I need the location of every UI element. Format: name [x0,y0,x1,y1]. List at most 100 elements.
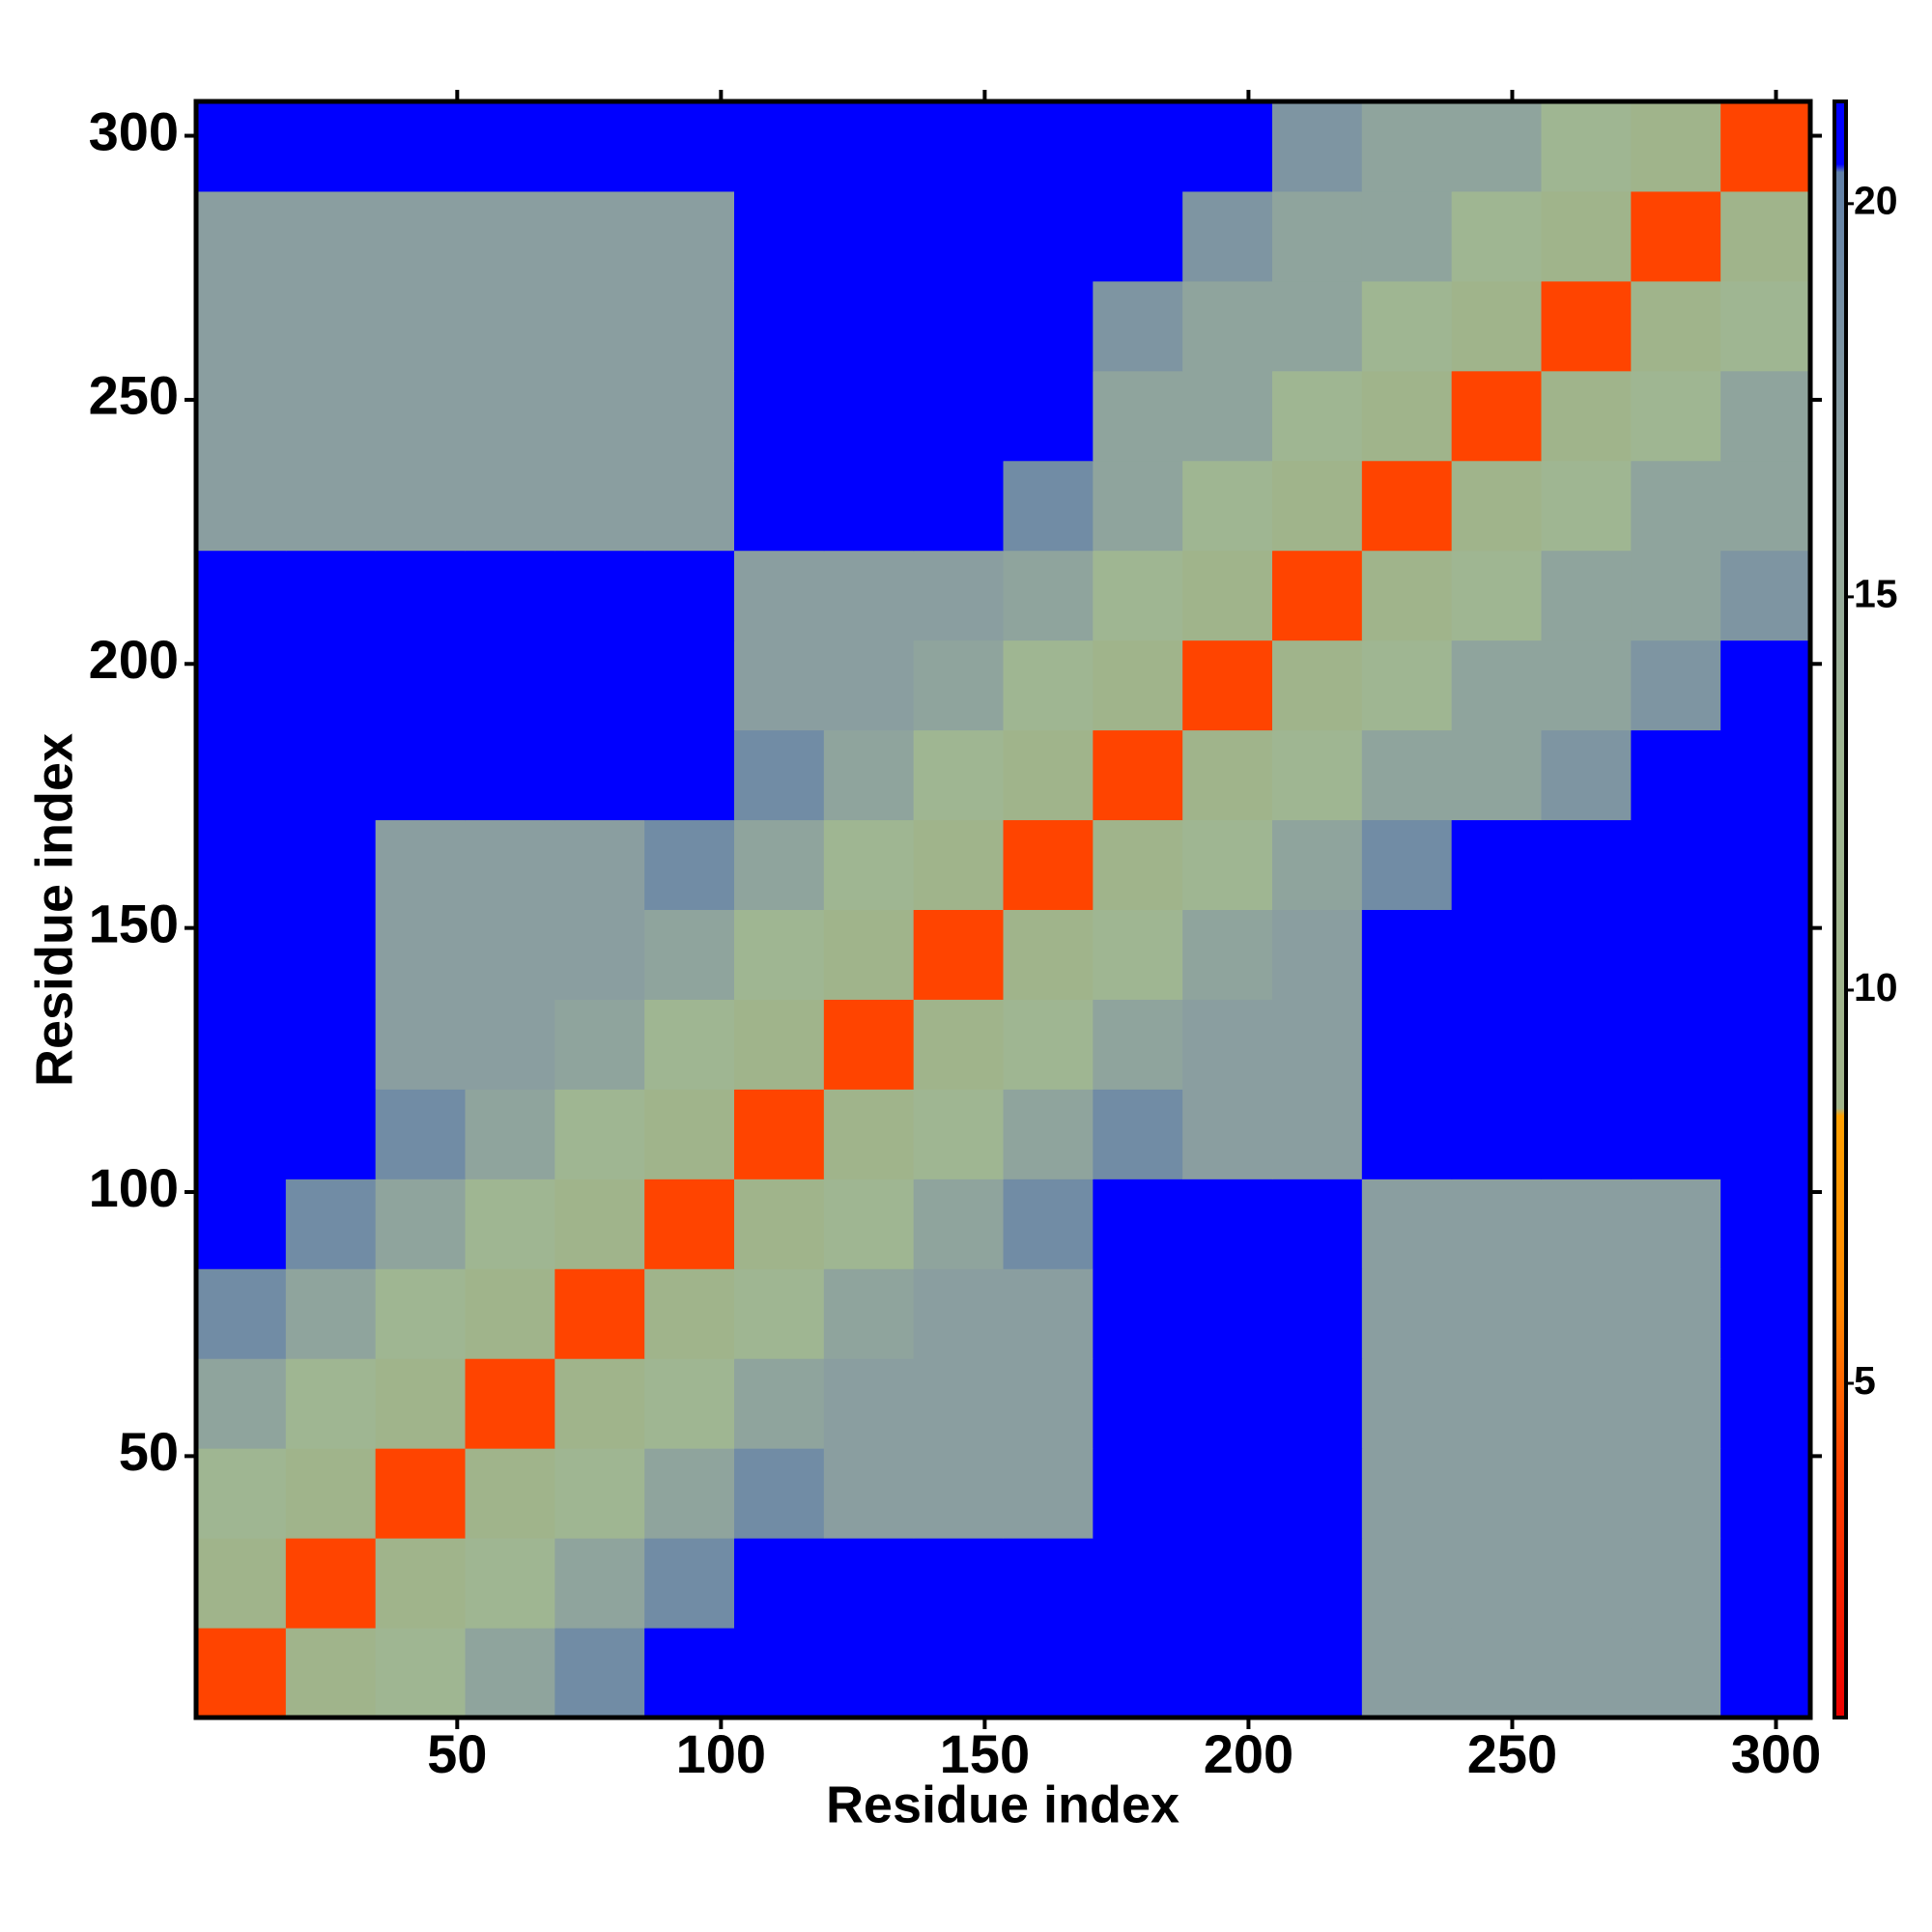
heatmap-cell [1541,190,1632,282]
heatmap-cell [1272,1089,1363,1179]
heatmap-cell [1093,190,1183,282]
heatmap-cell [1541,550,1632,641]
x-axis-label: Residue index [826,1776,1179,1833]
heatmap-cell [913,1268,1004,1359]
heatmap-cell [1720,1089,1811,1179]
heatmap-cell [1720,999,1811,1090]
heatmap-cell [1093,729,1183,821]
heatmap-cell [554,909,645,1000]
heatmap-cell [644,729,735,821]
heatmap-cell [465,999,555,1090]
heatmap-cell [1720,1448,1811,1539]
heatmap-cell [285,1358,377,1449]
heatmap-cell [1541,280,1632,372]
heatmap-cell [1631,639,1721,731]
heatmap-cell [1720,909,1811,1000]
heatmap-cell [1631,1448,1721,1539]
heatmap-cell [554,1179,645,1269]
heatmap-cell [285,729,377,821]
heatmap-cell [465,190,555,282]
heatmap-cell [1361,1358,1453,1449]
heatmap-cell [644,819,735,910]
heatmap-cell [1093,460,1183,552]
heatmap-cell [375,1358,466,1449]
heatmap-cell [285,1538,377,1629]
heatmap-cell [196,729,287,821]
heatmap-cell [375,819,466,910]
x-tick-label: 50 [427,1723,487,1784]
heatmap-cell [913,1358,1004,1449]
heatmap-cell [1182,819,1273,910]
heatmap-cell [1182,1268,1273,1359]
heatmap-cell [1361,1628,1453,1719]
heatmap-cell [375,1268,466,1359]
heatmap-cell [1720,280,1811,372]
heatmap-cell [1093,1089,1183,1179]
heatmap-cell [465,729,555,821]
heatmap-cell [734,1358,825,1449]
heatmap-cell [285,1448,377,1539]
heatmap-cell [644,1089,735,1179]
heatmap-cell [1631,460,1721,552]
heatmap-cell [1451,370,1542,462]
heatmap-cell [1003,550,1094,641]
heatmap-cell [1272,190,1363,282]
heatmap-cell [196,1358,287,1449]
heatmap-cell [734,1089,825,1179]
heatmap-cell [465,101,555,192]
heatmap-cell [1272,1628,1363,1719]
heatmap-cell [375,1538,466,1629]
heatmap-cell [913,909,1004,1000]
heatmap-cell [1631,550,1721,641]
heatmap-cell [1541,999,1632,1090]
heatmap-cell [375,190,466,282]
heatmap-cell [734,1268,825,1359]
heatmap-cell [1093,639,1183,731]
heatmap-cell [734,819,825,910]
heatmap-cell [1272,729,1363,821]
heatmap-cell [913,819,1004,910]
heatmap-cell [734,1538,825,1629]
heatmap-cell [375,550,466,641]
heatmap-cell [1720,1179,1811,1269]
heatmap-cell [644,1538,735,1629]
y-tick-label: 100 [89,1157,179,1218]
heatmap-cell [1182,729,1273,821]
heatmap-cell [1272,460,1363,552]
heatmap-cell [1272,280,1363,372]
heatmap-cell [554,101,645,192]
heatmap-cell [1182,1358,1273,1449]
heatmap-cell [196,1448,287,1539]
heatmap-cell [196,1628,287,1719]
heatmap-cell [1003,1628,1094,1719]
heatmap-cell [1631,370,1721,462]
heatmap-cell [1541,460,1632,552]
heatmap-cell [644,1179,735,1269]
heatmap-cell [1182,280,1273,372]
heatmap-cell [823,190,915,282]
heatmap-cell [465,1179,555,1269]
heatmap-cell [913,1448,1004,1539]
heatmap-cell [1720,639,1811,731]
heatmap-cell [1541,1538,1632,1629]
heatmap-cell [1272,999,1363,1090]
heatmap-cell [823,1179,915,1269]
heatmap-cell [1093,550,1183,641]
heatmap-cell [1003,190,1094,282]
heatmap-cell [734,999,825,1090]
heatmap-cell [554,639,645,731]
heatmap-cell [913,1179,1004,1269]
heatmap-cell [465,1268,555,1359]
heatmap-cell [913,370,1004,462]
heatmap-cell [1451,639,1542,731]
heatmap-cell [823,999,915,1090]
heatmap-cell [1003,280,1094,372]
x-tick-label: 100 [676,1723,766,1784]
heatmap-cell [913,460,1004,552]
heatmap-cell [1541,909,1632,1000]
heatmap-cell [1631,1268,1721,1359]
heatmap-cell [1182,1628,1273,1719]
heatmap-cell [913,1538,1004,1629]
heatmap-cell [1720,1268,1811,1359]
